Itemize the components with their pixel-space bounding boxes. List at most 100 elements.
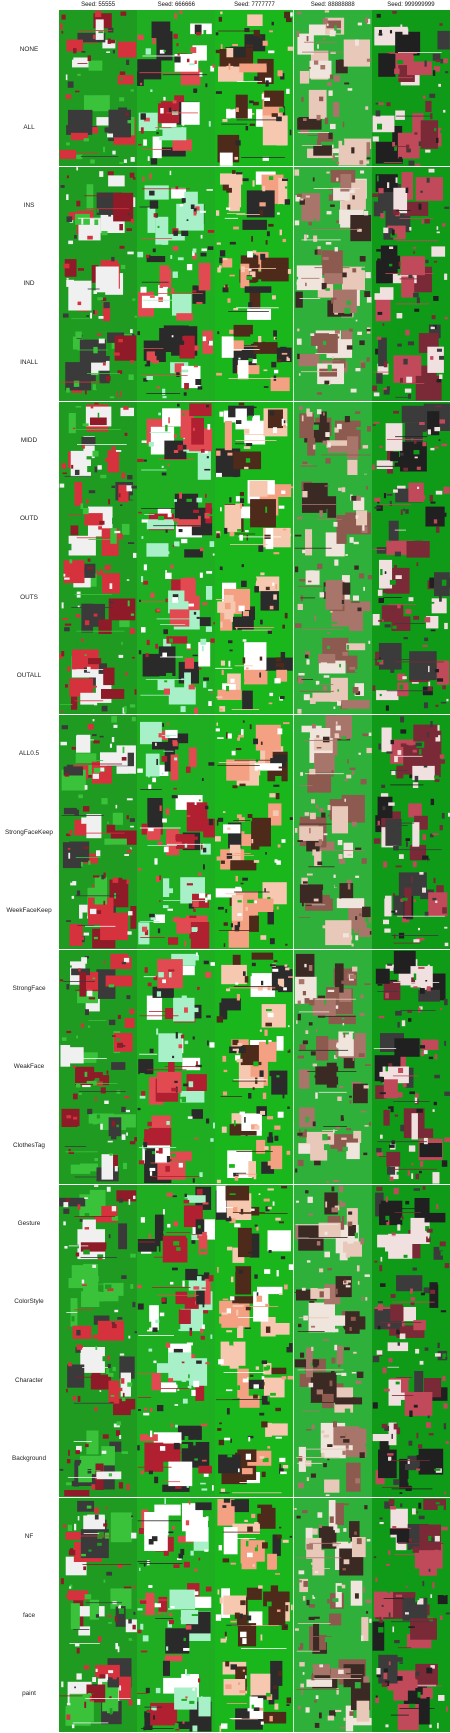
grid-row: Background	[0, 1419, 450, 1498]
row-cells	[59, 558, 450, 637]
column-seed-label: Seed: 666666	[157, 2, 195, 8]
row-label: WeekFaceKeep	[6, 906, 52, 914]
generated-image-cell	[59, 1497, 138, 1576]
generated-image-cell	[371, 1027, 450, 1106]
generated-image-cell	[371, 949, 450, 1028]
generated-image-cell	[293, 949, 372, 1028]
row-label: Background	[11, 1454, 47, 1462]
generated-image-cell	[293, 1184, 372, 1263]
generated-image-cell	[137, 1419, 216, 1498]
generated-image-cell	[137, 558, 216, 637]
grid-row: ClothesTag	[0, 1106, 450, 1185]
generated-image-cell	[59, 949, 138, 1028]
row-cells	[59, 1576, 450, 1654]
row-cells	[59, 88, 450, 167]
generated-image-cell	[215, 871, 294, 950]
column-header-bar: Seed: 55555 Seed: 666666 Seed: 7777777 Seed…	[59, 0, 450, 10]
generated-image-cell	[59, 88, 138, 167]
row-label: ColorStyle	[14, 1298, 44, 1306]
generated-image-cell	[293, 166, 372, 245]
grid-row: OUTS	[0, 558, 450, 637]
generated-image-cell	[215, 1027, 294, 1106]
generated-image-cell	[293, 1576, 372, 1654]
row-label: INS	[23, 202, 35, 210]
grid-row: WeekFaceKeep	[0, 871, 450, 950]
generated-image-cell	[59, 558, 138, 637]
generated-image-cell	[137, 871, 216, 950]
generated-image-cell	[215, 401, 294, 480]
generated-image-cell	[59, 793, 138, 871]
grid-row: StrongFace	[0, 949, 450, 1028]
generated-image-cell	[371, 323, 450, 402]
generated-image-cell	[137, 244, 216, 323]
row-label: NONE	[19, 45, 39, 53]
column-seed-label: Seed: 7777777	[234, 2, 275, 8]
generated-image-cell	[293, 1497, 372, 1576]
generated-image-cell	[215, 88, 294, 167]
generated-image-cell	[371, 10, 450, 88]
generated-image-cell	[371, 793, 450, 871]
row-cells	[59, 871, 450, 950]
generated-image-cell	[293, 479, 372, 558]
generated-image-cell	[59, 1262, 138, 1341]
grid-row: OUTD	[0, 479, 450, 558]
row-cells	[59, 1341, 450, 1420]
row-cells	[59, 1262, 450, 1341]
row-cells	[59, 10, 450, 88]
grid-row: StrongFaceKeep	[0, 793, 450, 871]
generated-image-cell	[293, 793, 372, 871]
grid-row: ALL	[0, 88, 450, 167]
generated-image-cell	[215, 1419, 294, 1498]
generated-image-cell	[215, 1262, 294, 1341]
generated-image-cell	[59, 1341, 138, 1420]
generated-image-cell	[59, 166, 138, 245]
row-label: MIDD	[20, 437, 38, 444]
generated-image-cell	[371, 636, 450, 715]
row-label: Character	[14, 1376, 44, 1384]
generated-image-cell	[59, 10, 138, 88]
row-cells	[59, 1654, 450, 1733]
generated-image-cell	[137, 1262, 216, 1341]
generated-image-cell	[293, 244, 372, 323]
generated-image-cell	[215, 323, 294, 402]
generated-image-cell	[371, 1341, 450, 1420]
row-cells	[59, 166, 450, 245]
grid-row: MIDD	[0, 401, 450, 480]
generated-image-cell	[293, 636, 372, 715]
row-cells	[59, 479, 450, 558]
row-label: ALL	[23, 123, 35, 131]
column-seed-label: Seed: 88888888	[310, 2, 355, 8]
column-seed-label: Seed: 55555	[81, 2, 116, 8]
row-label: WeakFace	[13, 1063, 45, 1071]
generated-image-cell	[137, 1341, 216, 1420]
generated-image-cell	[59, 714, 138, 793]
generated-image-cell	[293, 1419, 372, 1498]
generated-image-cell	[371, 1419, 450, 1498]
generated-image-cell	[137, 636, 216, 715]
generated-image-cell	[371, 714, 450, 793]
generated-image-cell	[293, 1262, 372, 1341]
grid-row: NF	[0, 1497, 450, 1576]
generated-image-cell	[293, 10, 372, 88]
generated-image-cell	[371, 166, 450, 245]
generated-image-cell	[215, 1106, 294, 1185]
generated-image-cell	[59, 1184, 138, 1263]
row-cells	[59, 1184, 450, 1263]
generated-image-cell	[59, 1419, 138, 1498]
generated-image-cell	[137, 1497, 216, 1576]
row-label: ClothesTag	[13, 1141, 45, 1149]
grid-row: ALL0.5	[0, 714, 450, 793]
generated-image-cell	[137, 714, 216, 793]
generated-image-cell	[215, 1341, 294, 1420]
generated-image-cell	[59, 479, 138, 558]
generated-image-cell	[371, 1184, 450, 1263]
generated-image-cell	[215, 10, 294, 88]
grid-row: ColorStyle	[0, 1262, 450, 1341]
generated-image-cell	[371, 1262, 450, 1341]
generated-image-cell	[293, 558, 372, 637]
generated-image-cell	[137, 1654, 216, 1733]
row-label: NF	[24, 1533, 34, 1541]
column-seed-label: Seed: 999999999	[387, 2, 435, 8]
generated-image-cell	[371, 88, 450, 167]
row-cells	[59, 1027, 450, 1106]
